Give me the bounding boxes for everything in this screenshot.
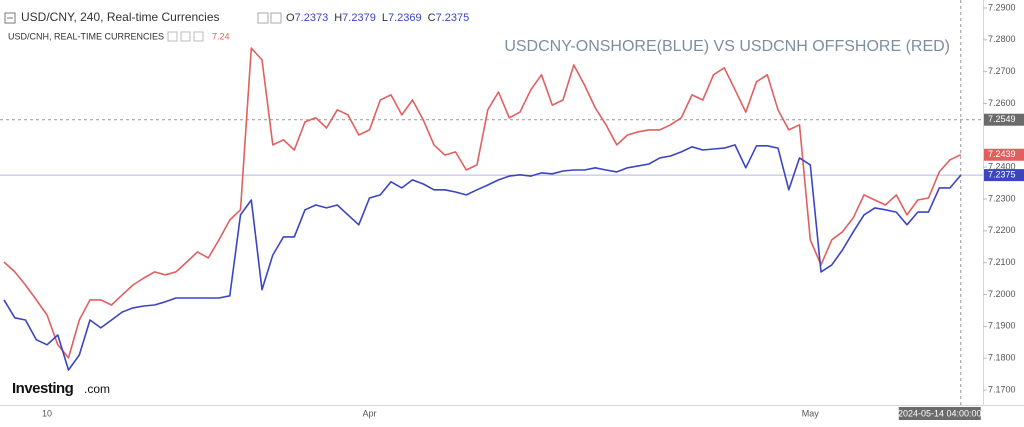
y-tick-label: 7.2900: [988, 2, 1016, 12]
y-tick-label: 7.2600: [988, 98, 1016, 108]
y-tick-label: 7.2000: [988, 289, 1016, 299]
last-price-box: [984, 148, 1024, 161]
icon: [193, 31, 204, 42]
ohlc-value: 7.2373: [295, 12, 329, 24]
series-name: USD/CNH, REAL-TIME CURRENCIES: [8, 31, 164, 41]
icon: [257, 12, 269, 24]
icon: [167, 31, 178, 42]
crosshair-date-box: [898, 407, 981, 420]
y-tick-label: 7.2800: [988, 34, 1016, 44]
series-line: [3, 144, 962, 371]
y-tick-label: 7.2100: [988, 257, 1016, 267]
last-price-label: 7.2375: [988, 169, 1016, 179]
legend: USD/CNY, 240, Real-time Currencies USD/C…: [4, 10, 950, 397]
ohlc-value: 7.2375: [436, 12, 470, 24]
icon: [180, 31, 191, 42]
crosshair-price-label: 7.2549: [988, 114, 1016, 124]
y-tick-label: 7.1900: [988, 321, 1016, 331]
y-tick-label: 7.2400: [988, 162, 1016, 172]
ohlc-value: 7.2369: [388, 12, 422, 24]
ohlc-key: H: [334, 12, 342, 24]
x-tick-label: Apr: [362, 408, 376, 418]
ohlc-key: L: [382, 12, 388, 24]
logo-suffix: .com: [84, 382, 110, 396]
y-tick-label: 7.2300: [988, 193, 1016, 203]
crosshair-date: 2024-05-14 04:00:00: [898, 408, 982, 418]
series-line: [3, 47, 962, 359]
y-tick-label: 7.1700: [988, 384, 1016, 394]
icon: [270, 12, 282, 24]
collapse-icon[interactable]: [4, 12, 16, 24]
series-name: USD/CNY, 240, Real-time Currencies: [21, 10, 220, 24]
price-value: 7.24: [212, 31, 230, 41]
ohlc-key: O: [286, 12, 295, 24]
last-price-box: [984, 169, 1024, 182]
y-tick-label: 7.2700: [988, 66, 1016, 76]
y-tick-label: 7.1800: [988, 353, 1016, 363]
crosshair-price-box: [984, 113, 1024, 126]
x-tick-label: 10: [42, 408, 52, 418]
ohlc-value: 7.2379: [342, 12, 376, 24]
y-tick-label: 7.2200: [988, 225, 1016, 235]
x-tick-label: May: [802, 408, 820, 418]
ohlc-key: C: [428, 12, 436, 24]
last-price-label: 7.2439: [988, 149, 1016, 159]
logo-brand: Investing: [12, 380, 74, 397]
annotation: USDCNY-ONSHORE(BLUE) VS USDCNH OFFSHORE …: [504, 38, 950, 55]
